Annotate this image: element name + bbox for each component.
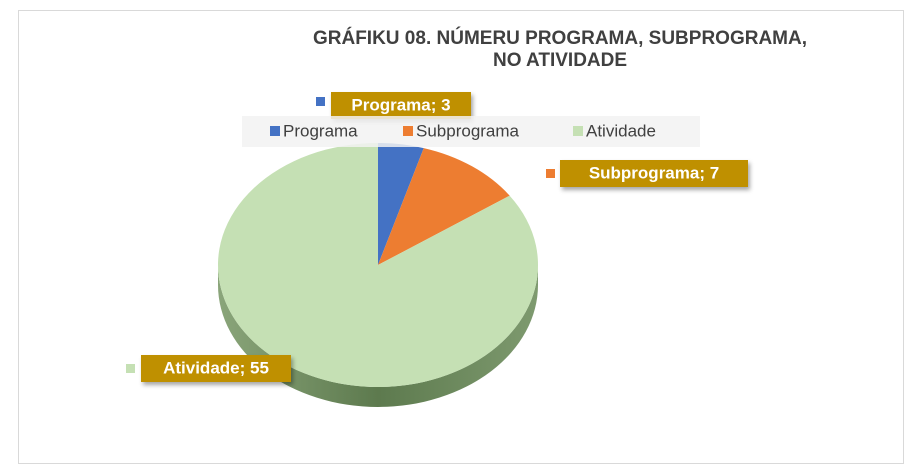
legend-swatch <box>403 126 413 136</box>
pie-side <box>218 265 538 407</box>
chart-title: GRÁFIKU 08. NÚMERU PROGRAMA, SUBPROGRAMA… <box>312 28 808 71</box>
legend-label: Atividade <box>586 121 656 140</box>
legend-swatch <box>270 126 280 136</box>
legend-box <box>242 116 700 147</box>
data-label: Programa; 3 <box>351 95 450 114</box>
legend-swatch <box>573 126 583 136</box>
data-label-marker <box>546 169 555 178</box>
legend-label: Subprograma <box>416 121 520 140</box>
pie-slice <box>378 148 510 265</box>
data-label-box <box>560 160 748 187</box>
legend-label: Programa <box>283 121 358 140</box>
pie-slice <box>378 143 424 265</box>
data-label-box <box>331 92 471 119</box>
pie-slice <box>218 143 539 387</box>
data-label: Atividade; 55 <box>163 358 269 377</box>
data-label-marker <box>316 97 325 106</box>
chart-frame <box>18 10 904 464</box>
data-label: Subprograma; 7 <box>589 163 719 182</box>
data-label-box <box>141 355 291 382</box>
data-label-marker <box>126 364 135 373</box>
